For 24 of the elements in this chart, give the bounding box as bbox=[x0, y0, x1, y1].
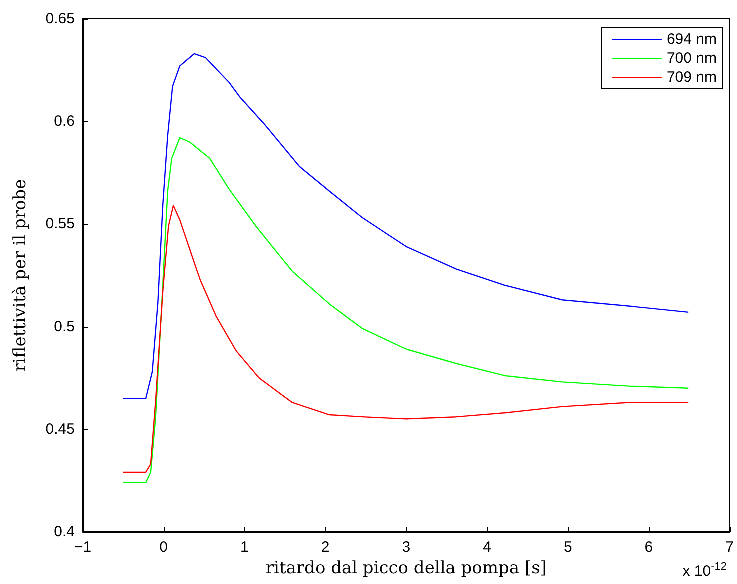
y-tick-label: 0.4 bbox=[54, 524, 75, 540]
legend-label: 709 nm bbox=[666, 69, 718, 86]
line-series bbox=[122, 137, 690, 484]
x-tick-label: 1 bbox=[240, 539, 249, 556]
text: x 10$^{-12}$ bbox=[682, 560, 727, 582]
legend-label: 694 nm bbox=[666, 31, 718, 48]
line-series bbox=[122, 53, 690, 400]
x-tick-label: 2 bbox=[321, 539, 330, 556]
y-tick-label: 0.45 bbox=[46, 420, 75, 438]
x-tick-label: 0 bbox=[160, 539, 168, 556]
line-series bbox=[122, 205, 690, 474]
legend-label: 700 nm bbox=[666, 50, 718, 67]
x-tick-label: 7 bbox=[726, 539, 734, 556]
y-tick-label: 0.55 bbox=[46, 216, 75, 233]
x-tick-label: 3 bbox=[402, 539, 411, 556]
x-tick-label: 5 bbox=[564, 539, 572, 556]
x-tick-label: 6 bbox=[644, 539, 654, 556]
y-tick-label: 0.65 bbox=[46, 10, 75, 28]
x-tick-label: −1 bbox=[74, 539, 92, 556]
x-tick-label: 4 bbox=[483, 539, 492, 556]
y-tick-label: 0.6 bbox=[54, 113, 75, 130]
x-axis-title: ritardo dal picco della pompa [s] bbox=[266, 558, 547, 578]
y-tick-label: 0.5 bbox=[54, 318, 75, 336]
y-axis-title: riflettività per il probe bbox=[10, 179, 30, 372]
